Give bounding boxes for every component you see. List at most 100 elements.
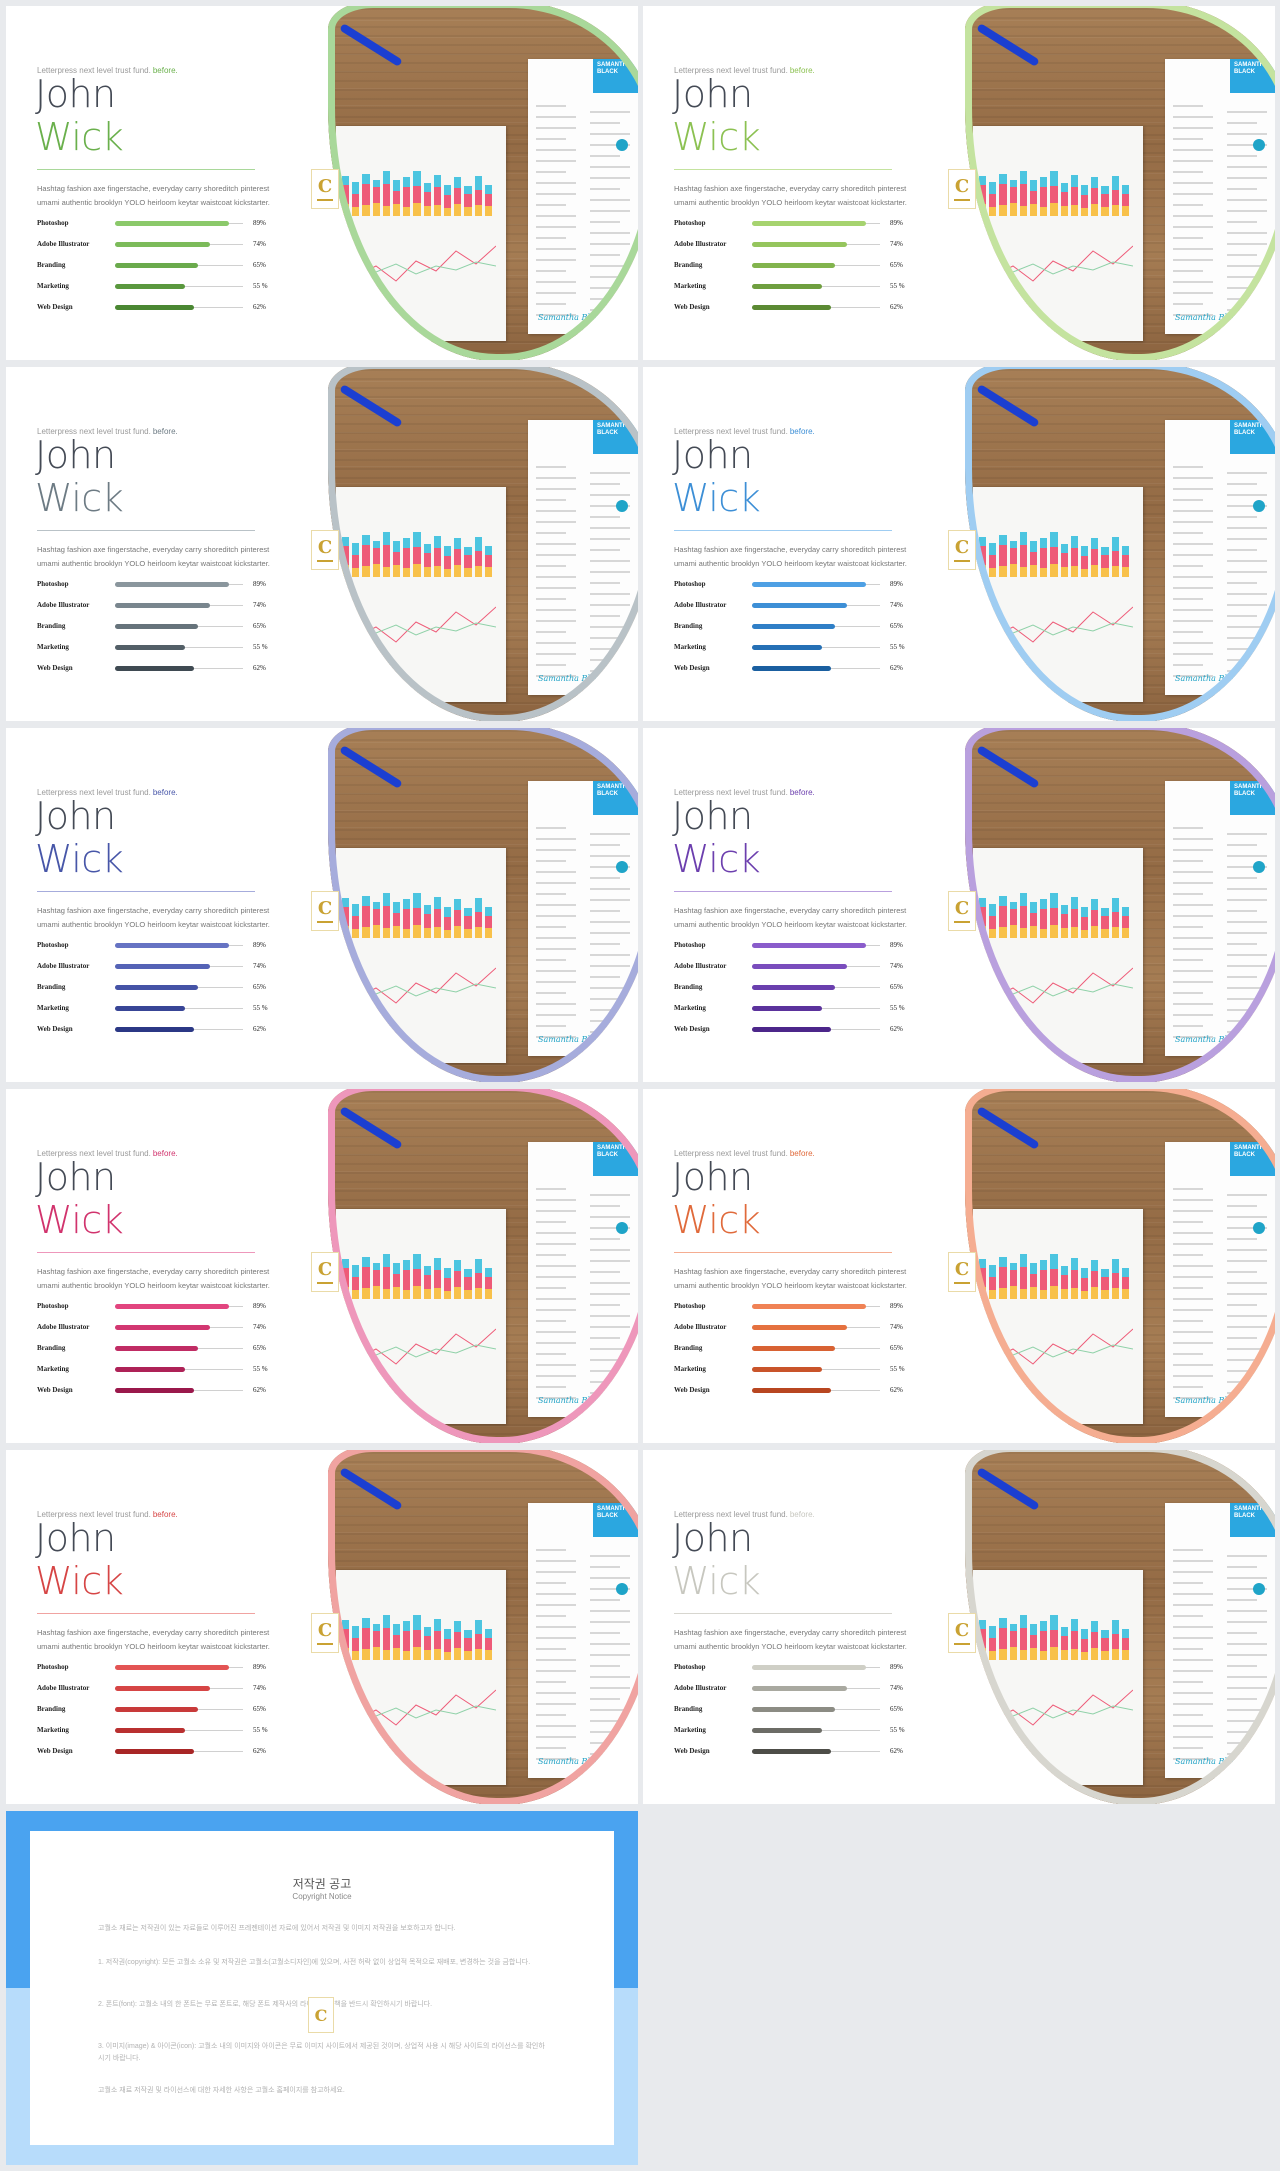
- chart-bar: [382, 171, 391, 216]
- skill-row: Branding 65%: [37, 258, 277, 279]
- chart-bar: [433, 175, 442, 216]
- skill-label: Adobe Illustrator: [37, 240, 90, 248]
- resume-slide: Letterpress next level trust fund. before…: [6, 1089, 638, 1443]
- skill-track: [115, 985, 243, 990]
- skill-percent: 89%: [890, 1663, 903, 1671]
- kicker-accent: before.: [789, 1149, 815, 1158]
- chart-bar: [433, 1619, 442, 1660]
- skill-row: Branding 65%: [674, 1702, 914, 1723]
- chart-bar: [382, 1254, 391, 1299]
- chart-bar: [352, 542, 360, 577]
- skill-track: [752, 242, 880, 247]
- skill-row: Photoshop 89%: [37, 1299, 277, 1320]
- chart-bar: [423, 1265, 431, 1299]
- skill-row: Adobe Illustrator 74%: [674, 1320, 914, 1341]
- logo-icon: C: [948, 1613, 976, 1653]
- last-name: Wick: [35, 837, 124, 881]
- kicker-text: Letterpress next level trust fund. before…: [674, 1510, 815, 1519]
- chart-bar: [1101, 1629, 1109, 1660]
- chart-paper: [336, 487, 506, 702]
- chart-bar: [382, 1615, 391, 1660]
- skill-label: Photoshop: [674, 580, 706, 588]
- chart-bar: [433, 897, 442, 938]
- chart-bar: [362, 1618, 370, 1660]
- chart-bar: [1060, 904, 1068, 938]
- skills-list: Photoshop 89% Adobe Illustrator 74% Bran…: [37, 216, 277, 321]
- chart-bar: [372, 901, 380, 938]
- skill-bar: [752, 1707, 836, 1712]
- line-chart: [993, 606, 1133, 643]
- skill-label: Adobe Illustrator: [674, 962, 727, 970]
- chart-bar: [484, 1268, 493, 1299]
- skills-list: Photoshop 89% Adobe Illustrator 74% Bran…: [674, 1299, 914, 1404]
- skill-label: Web Design: [674, 664, 710, 672]
- resume-slide: Letterpress next level trust fund. before…: [643, 6, 1275, 360]
- chart-bar: [423, 904, 431, 938]
- skill-percent: 62%: [890, 1747, 903, 1755]
- skill-track: [115, 1325, 243, 1330]
- chart-bar: [1060, 543, 1068, 577]
- signature: Samantha Black: [538, 1757, 604, 1766]
- skill-label: Photoshop: [37, 1663, 69, 1671]
- chart-bar: [444, 1268, 452, 1299]
- skill-track: [115, 1367, 243, 1372]
- skill-row: Branding 65%: [674, 258, 914, 279]
- skill-bar: [115, 221, 229, 226]
- kicker-accent: before.: [789, 66, 815, 75]
- skill-track: [115, 242, 243, 247]
- skill-track: [752, 985, 880, 990]
- skill-percent: 65%: [890, 622, 903, 630]
- kicker-text: Letterpress next level trust fund. before…: [674, 1149, 815, 1158]
- chart-bar: [1081, 1268, 1089, 1299]
- skill-bar: [115, 1707, 199, 1712]
- skill-bar: [115, 666, 195, 671]
- skill-row: Photoshop 89%: [674, 577, 914, 598]
- skill-track: [115, 1304, 243, 1309]
- skill-label: Branding: [37, 983, 66, 991]
- chart-bar: [352, 1625, 360, 1660]
- chart-bar: [1009, 179, 1017, 216]
- skill-percent: 74%: [890, 1684, 903, 1692]
- divider: [37, 169, 255, 170]
- body-text: Hashtag fashion axe fingerstache, everyd…: [674, 545, 907, 568]
- body-text: Hashtag fashion axe fingerstache, everyd…: [37, 1267, 270, 1290]
- chart-bar: [1060, 1265, 1068, 1299]
- skill-bar: [752, 603, 847, 608]
- skill-track: [752, 284, 880, 289]
- chart-bar: [989, 181, 997, 216]
- chart-bar: [393, 901, 401, 938]
- skill-track: [752, 1367, 880, 1372]
- chart-bar: [1040, 1621, 1048, 1660]
- chart-bar: [444, 546, 452, 577]
- skill-bar: [115, 582, 229, 587]
- line-chart: [356, 606, 496, 643]
- skill-percent: 65%: [253, 1344, 266, 1352]
- line-chart: [356, 245, 496, 282]
- chart-bar: [433, 1258, 442, 1299]
- skill-bar: [115, 305, 195, 310]
- kicker-accent: before.: [789, 427, 815, 436]
- signature: Samantha Black: [1175, 1396, 1241, 1405]
- chart-bar: [999, 896, 1007, 938]
- kicker-text: Letterpress next level trust fund. before…: [674, 66, 815, 75]
- skill-percent: 74%: [253, 240, 266, 248]
- body-text: Hashtag fashion axe fingerstache, everyd…: [37, 545, 270, 568]
- skill-percent: 55 %: [253, 1004, 268, 1012]
- skill-row: Web Design 62%: [37, 1744, 277, 1765]
- chart-bar: [1091, 898, 1099, 938]
- line-chart: [356, 967, 496, 1004]
- last-name: Wick: [672, 837, 761, 881]
- chart-bar: [403, 899, 411, 938]
- skill-label: Branding: [674, 622, 703, 630]
- signature: Samantha Black: [538, 1396, 604, 1405]
- skill-label: Marketing: [37, 1726, 69, 1734]
- skill-row: Adobe Illustrator 74%: [674, 1681, 914, 1702]
- skill-track: [115, 1749, 243, 1754]
- logo-icon: C: [311, 530, 339, 570]
- skill-percent: 74%: [890, 601, 903, 609]
- chart-bar: [342, 1259, 350, 1299]
- skill-percent: 65%: [890, 1705, 903, 1713]
- skill-track: [115, 221, 243, 226]
- skill-bar: [752, 645, 823, 650]
- skill-percent: 55 %: [890, 1004, 905, 1012]
